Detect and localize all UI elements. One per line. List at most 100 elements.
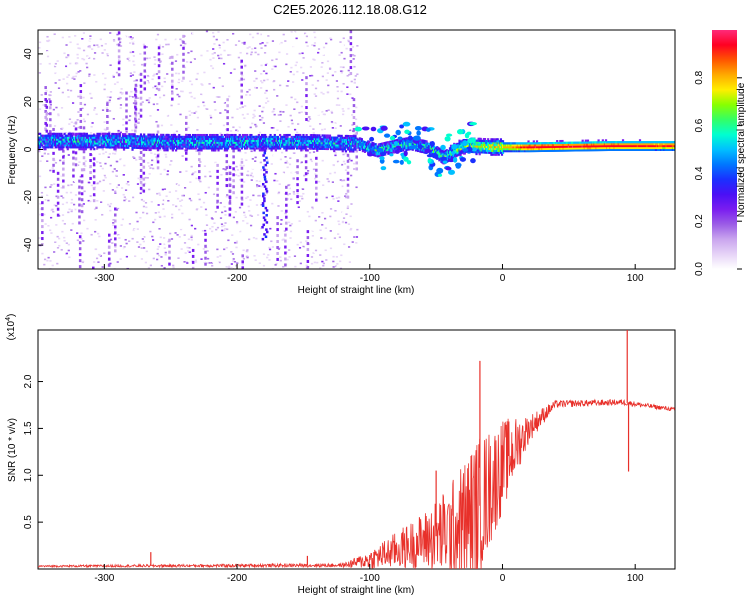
spectrogram-noise-cell [311, 207, 314, 210]
spectrogram-noise-cell [187, 90, 190, 93]
spectrogram-noise-cell [174, 35, 177, 37]
spectrogram-noise-cell [159, 40, 162, 43]
spectrogram-noise-cell [334, 209, 337, 212]
spectrogram-noise-cell [151, 78, 154, 81]
spectrogram-noise-cell [256, 96, 260, 99]
spectrogram-noise-cell [290, 119, 294, 122]
spectrogram-noise-cell [139, 174, 143, 178]
spectrogram-noise-cell [193, 183, 196, 185]
spectrogram-noise-cell [67, 89, 70, 91]
spectrogram-ridge-cell [255, 147, 258, 150]
spectrogram-noise-cell [221, 263, 224, 266]
spectrogram-noise-cell [279, 113, 282, 116]
spectrogram-noise-cell [174, 30, 178, 33]
spectrogram-noise-cell [276, 234, 279, 238]
spectrogram-noise-cell [61, 219, 65, 222]
spectrogram-noise-cell [129, 36, 132, 38]
spectrogram-noise-cell [240, 172, 244, 176]
spectrogram-noise-cell [342, 217, 346, 219]
spectrogram-noise-cell [38, 41, 42, 44]
spectrogram-noise-cell [60, 236, 63, 239]
spectrogram-noise-cell [284, 40, 287, 42]
spectrogram-noise-cell [142, 165, 146, 169]
spectrogram-noise-cell [49, 216, 53, 219]
spectrogram-noise-cell [260, 64, 263, 67]
spectrogram-noise-cell [128, 223, 132, 225]
spectrogram-noise-cell [72, 191, 75, 194]
spectrogram-noise-cell [52, 118, 56, 121]
spectrogram-noise-cell [212, 32, 215, 34]
spectrogram-noise-cell [263, 231, 266, 233]
spectrogram-ridge-cell [145, 148, 148, 152]
spectrogram-noise-cell [356, 86, 359, 88]
spectrogram-noise-cell [177, 257, 180, 259]
spectrogram-noise-cell [247, 205, 250, 208]
spectrogram-noise-cell [247, 174, 250, 177]
spectrogram-ridge-cell [155, 145, 159, 148]
spectrogram-noise-cell [156, 258, 159, 261]
spectrogram-noise-cell [139, 157, 143, 161]
spectrogram-noise-cell [239, 230, 242, 233]
spectrogram-ridge-cell [306, 149, 309, 152]
spectrogram-noise-cell [236, 169, 240, 171]
spectrogram-noise-cell [239, 107, 242, 109]
spectrogram-noise-cell [306, 50, 309, 53]
spectrogram-noise-cell [297, 30, 300, 33]
spectrogram-noise-cell [276, 257, 279, 261]
spectrogram-noise-cell [349, 129, 352, 132]
spectrogram-noise-cell [65, 252, 68, 255]
spectrogram-noise-cell [60, 70, 63, 73]
spectrogram-noise-cell [197, 193, 200, 195]
spectrogram-noise-cell [308, 265, 312, 267]
spectrogram-noise-cell [240, 184, 244, 188]
spectrogram-noise-cell [277, 191, 281, 194]
spectrogram-noise-cell [86, 227, 89, 230]
spectrogram-noise-cell [337, 124, 340, 127]
spectrogram-noise-cell [179, 191, 183, 194]
spectrogram-noise-cell [314, 219, 317, 222]
spectrogram-noise-cell [189, 215, 192, 218]
spectrogram-noise-cell [239, 104, 242, 106]
spectrogram-noise-cell [65, 191, 68, 194]
spectrogram-noise-cell [227, 205, 230, 207]
spectrogram-noise-cell [165, 101, 168, 104]
spectrogram-noise-cell [265, 72, 268, 75]
spectrogram-noise-cell [102, 225, 105, 227]
spectrogram-noise-cell [52, 48, 55, 51]
spectrogram-noise-cell [80, 210, 84, 214]
spectrogram-noise-cell [207, 247, 210, 249]
spectrogram-noise-cell [178, 83, 181, 86]
spectrogram-noise-cell [179, 38, 182, 41]
spectrogram-noise-cell [125, 242, 128, 245]
spectrogram-noise-cell [143, 51, 147, 55]
spectrogram-noise-cell [262, 264, 266, 267]
spectrogram-ridge-cell [127, 146, 130, 149]
spectrogram-noise-cell [309, 66, 313, 68]
spectrogram-noise-cell [327, 84, 330, 87]
spectrogram-noise-cell [54, 162, 58, 164]
spectrogram-noise-cell [232, 185, 235, 189]
spectrogram-noise-cell [89, 159, 92, 163]
spectrogram-noise-cell [103, 252, 106, 255]
spectrogram-noise-cell [312, 58, 315, 61]
spectrogram-noise-cell [299, 241, 303, 244]
spectrogram-noise-cell [134, 123, 137, 127]
spectrogram-noise-cell [92, 157, 96, 161]
spectrogram-noise-cell [288, 163, 292, 166]
spectrogram-noise-cell [278, 152, 281, 154]
spectrogram-noise-cell [337, 72, 341, 74]
spectrogram-noise-cell [240, 166, 244, 170]
spectrogram-noise-cell [209, 116, 213, 119]
spectrogram-noise-cell [296, 165, 299, 169]
spectrogram-noise-cell [204, 191, 207, 194]
spectrogram-noise-cell [244, 184, 248, 186]
spectrogram-noise-cell [60, 248, 63, 251]
spectrogram-noise-cell [172, 264, 175, 267]
spectrogram-noise-cell [148, 188, 151, 191]
spectrogram-noise-cell [49, 260, 52, 262]
spectrogram-ridge-cell [53, 132, 57, 135]
spectrogram-noise-cell [284, 257, 287, 261]
spectrogram-noise-cell [195, 78, 198, 81]
spectrogram-noise-cell [334, 152, 337, 154]
spectrogram-noise-cell [82, 118, 85, 120]
